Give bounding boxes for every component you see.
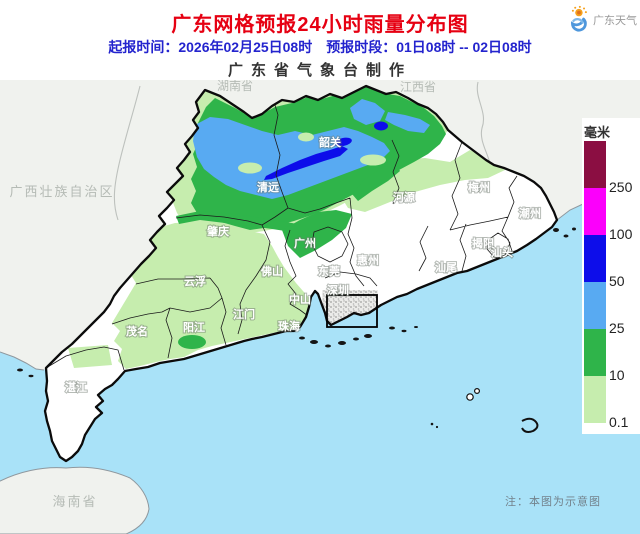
legend-swatch-100: [584, 188, 606, 235]
legend-swatch-0-1: [584, 376, 606, 423]
rain-storm-streak: [264, 146, 348, 180]
disclaimer-note: 注：本图为示意图: [505, 496, 601, 508]
label-jieyang: 揭阳: [472, 236, 494, 250]
legend-value-250: 250: [609, 179, 633, 195]
gdweather-logo: 广东天气: [565, 4, 637, 36]
label-dongguan: 东莞: [318, 264, 340, 278]
legend-unit-label: 毫米: [584, 125, 611, 140]
shenzhen-highlight-box: [326, 294, 378, 328]
label-yunfu: 云浮: [184, 274, 206, 288]
legend-value-10: 10: [609, 367, 625, 383]
legend-value-25: 25: [609, 320, 625, 336]
islands: [17, 227, 576, 433]
label-foshan: 佛山: [260, 264, 283, 278]
rain-storm-dot-2: [334, 137, 352, 147]
rain-medium-guangzhou-band: [282, 210, 352, 258]
rain-areas: [45, 86, 518, 371]
gdweather-logo-text: 广东天气: [593, 15, 637, 27]
hainan-island: [0, 466, 150, 534]
rain-medium-zhaoqing-band: [176, 211, 308, 235]
label-yangjiang: 阳江: [183, 320, 205, 334]
label-huizhou: 惠州: [357, 253, 379, 267]
gdweather-logo-icon: [570, 5, 587, 32]
label-shanwei: 汕尾: [435, 260, 457, 274]
rain-medium-heyuan-strip: [352, 162, 400, 201]
producer-line: 广东省气象台制作: [227, 62, 412, 79]
rain-medium-yangjiang: [178, 335, 206, 349]
rain-light-west: [112, 222, 316, 369]
rain-light-hole-3: [360, 154, 386, 166]
label-maoming: 茂名: [126, 324, 148, 338]
label-qingyuan: 清远: [257, 180, 279, 194]
label-zhongshan: 中山: [289, 292, 311, 306]
label-meizhou: 梅州: [468, 180, 490, 194]
label-shenzhen: 深圳: [327, 283, 349, 297]
legend-swatch-25: [584, 282, 606, 329]
header: 广东网格预报24小时雨量分布图 起报时间：2026年02月25日08时 预报时段…: [0, 0, 640, 80]
label-jiangmen: 江门: [233, 307, 255, 321]
label-heyuan: 河源: [393, 190, 415, 204]
forecast-time-line: 起报时间：2026年02月25日08时 预报时段：01日08时 -- 02日08…: [108, 39, 532, 55]
rain-storm-dot-1: [374, 121, 388, 131]
legend-value-100: 100: [609, 226, 633, 242]
ocean: [0, 186, 640, 534]
label-jiangxi: 江西省: [400, 80, 436, 94]
page-title: 广东网格预报24小时雨量分布图: [171, 14, 469, 36]
legend-color-bar: [584, 141, 606, 423]
label-chaozhou: 潮州: [519, 206, 541, 220]
legend-value-50: 50: [609, 273, 625, 289]
guangdong-rainfall-map: 湖南省 江西省 广西壮族自治区 海南省 清远 韶关 河源 梅州 潮州 揭阳 汕头…: [0, 80, 640, 534]
label-guangzhou: 广州: [294, 236, 316, 250]
legend-swatch-250: [584, 141, 606, 188]
label-hunan: 湖南省: [217, 80, 253, 93]
legend-swatch-50: [584, 235, 606, 282]
label-guangxi: 广西壮族自治区: [9, 184, 114, 199]
legend-panel: 毫米 250 100 50 25 10 0.1: [582, 118, 640, 434]
rain-light-zhanjiang-strip: [68, 345, 112, 368]
rain-light-hole-1: [238, 162, 262, 174]
legend-value-0-1: 0.1: [609, 414, 629, 430]
label-zhaoqing: 肇庆: [206, 224, 229, 238]
rain-heavy-shaoguan-tip: [350, 99, 385, 125]
label-zhanjiang: 湛江: [65, 380, 87, 394]
legend-swatch-10: [584, 329, 606, 376]
label-shantou: 汕头: [491, 245, 513, 259]
rain-heavy-shaoguan-east: [385, 112, 430, 133]
label-shaoguan: 韶关: [319, 135, 341, 149]
city-boundaries: [45, 94, 518, 371]
label-hainan: 海南省: [52, 494, 97, 509]
rain-heavy-main: [193, 117, 390, 199]
label-zhuhai: 珠海: [278, 319, 300, 333]
rain-light-hole-2: [298, 132, 314, 142]
